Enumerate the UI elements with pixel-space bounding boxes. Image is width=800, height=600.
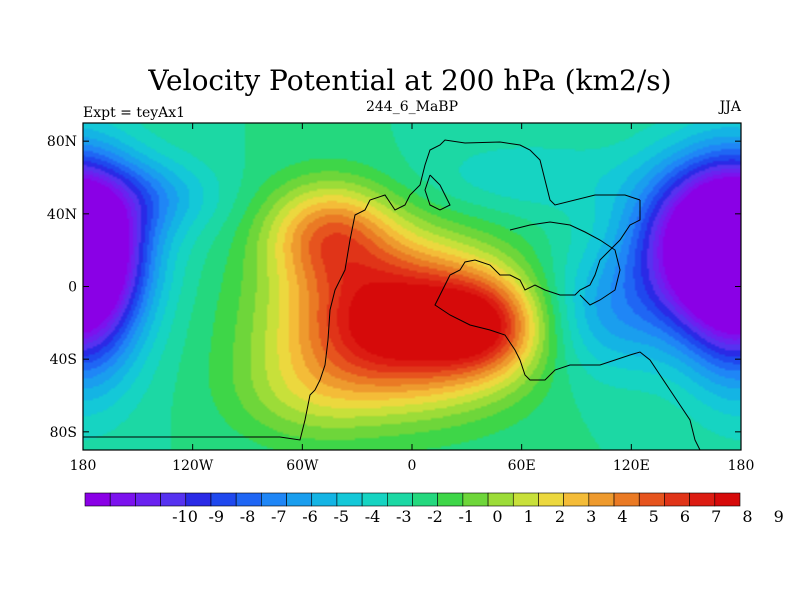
x-tick-label: 120E	[613, 458, 650, 474]
x-tick-label: 60W	[286, 458, 319, 474]
y-tick-label: 80S	[50, 425, 77, 441]
colorbar-label: -10	[172, 507, 198, 526]
colorbar-box	[235, 492, 262, 507]
colorbar-box	[638, 492, 665, 507]
chart-subtitle-right: JJA	[718, 99, 742, 115]
colorbar-label: -6	[302, 507, 318, 526]
colorbar-label: -7	[271, 507, 287, 526]
colorbar-label: 9	[774, 507, 784, 526]
colorbar-box	[538, 492, 564, 507]
colorbar-label: 4	[617, 507, 627, 526]
colorbar-box	[714, 492, 741, 507]
colorbar-box	[387, 492, 413, 507]
x-tick-label: 60E	[508, 458, 536, 474]
colorbar-box	[588, 492, 615, 507]
continent-outline	[434, 200, 701, 450]
colorbar-label: -2	[427, 507, 443, 526]
colorbar-label: -8	[240, 507, 256, 526]
colorbar-label: 6	[680, 507, 690, 526]
y-tick-label: 0	[68, 280, 77, 296]
colorbar-box	[261, 492, 287, 507]
colorbar-label: 8	[742, 507, 752, 526]
colorbar-label: 1	[524, 507, 534, 526]
colorbar-box	[210, 492, 237, 507]
continent-outline	[83, 139, 641, 441]
colorbar-box	[512, 492, 539, 507]
colorbar-label: 5	[649, 507, 659, 526]
colorbar-boxes	[84, 492, 741, 507]
colorbar-box	[185, 492, 212, 507]
chart-title: Velocity Potential at 200 hPa (km2/s)	[147, 64, 671, 97]
colorbar-box	[135, 492, 161, 507]
colorbar-box	[361, 492, 388, 507]
colorbar-box	[462, 492, 489, 507]
colorbar-label: 2	[555, 507, 565, 526]
x-axis: 180 120W 60W 0 60E 120E 180	[70, 123, 755, 474]
x-tick-label: 0	[408, 458, 417, 474]
colorbar-labels: -10-9-8-7-6-5-4-3-2-1012345678910	[172, 507, 800, 526]
colorbar-label: 7	[711, 507, 721, 526]
colorbar-box	[563, 492, 590, 507]
colorbar-box	[286, 492, 313, 507]
colorbar-label: -3	[396, 507, 412, 526]
colorbar: -10-9-8-7-6-5-4-3-2-1012345678910	[84, 492, 800, 526]
y-axis: 80N 40N 0 40S 80S	[47, 134, 741, 441]
colorbar-label: 0	[492, 507, 502, 526]
colorbar-box	[487, 492, 514, 507]
colorbar-box	[613, 492, 640, 507]
chart-subtitle-left: Expt = teyAx1	[83, 105, 185, 121]
colorbar-label: -4	[365, 507, 381, 526]
y-tick-label: 80N	[47, 134, 77, 150]
colorbar-label: -1	[458, 507, 474, 526]
colorbar-label: -9	[208, 507, 224, 526]
colorbar-box	[412, 492, 438, 507]
chart-subtitle-center: 244_6_MaBP	[366, 99, 458, 115]
x-tick-label: 180	[70, 458, 97, 474]
x-tick-label: 120W	[172, 458, 214, 474]
x-tick-label: 180	[728, 458, 755, 474]
colorbar-box	[437, 492, 464, 507]
colorbar-label: 3	[586, 507, 596, 526]
y-tick-label: 40S	[50, 352, 77, 368]
colorbar-box	[689, 492, 716, 507]
colorbar-box	[311, 492, 338, 507]
colorbar-label: -5	[333, 507, 349, 526]
y-tick-label: 40N	[47, 207, 77, 223]
colorbar-box	[109, 492, 136, 507]
continent-outline	[424, 174, 451, 211]
velocity-potential-field	[83, 123, 741, 450]
colorbar-box	[84, 492, 111, 507]
colorbar-box	[664, 492, 690, 507]
colorbar-box	[336, 492, 363, 507]
continent-outline	[509, 221, 621, 306]
colorbar-box	[160, 492, 187, 507]
plot-area	[83, 123, 741, 450]
